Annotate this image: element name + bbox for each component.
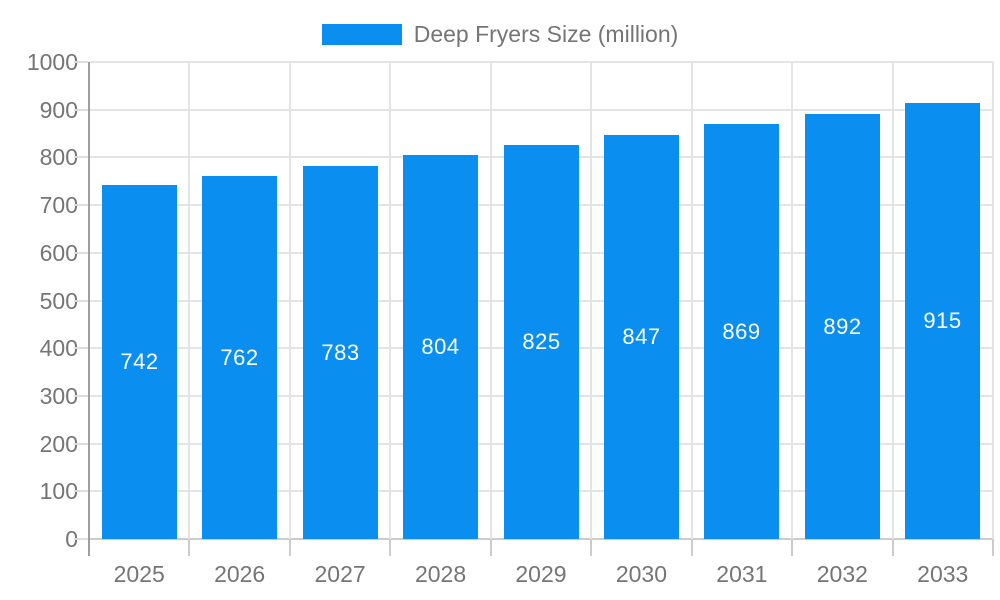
bar-2025: 742	[102, 185, 177, 539]
x-tick-label: 2032	[816, 561, 868, 587]
x-tick-mark	[389, 539, 392, 556]
bar-value-label: 742	[120, 349, 159, 374]
y-tick-mark	[74, 156, 88, 159]
bar-value-label: 825	[522, 329, 561, 354]
bar-2027: 783	[303, 166, 378, 539]
y-tick-mark	[74, 394, 88, 397]
x-axis-line	[89, 538, 993, 540]
bar-2029: 825	[504, 145, 579, 539]
x-tick-mark	[690, 539, 693, 556]
gridline-vertical	[791, 62, 794, 539]
plot-area: 742 762 783 804 825 847 869 892 915	[89, 61, 994, 539]
bar-value-label: 783	[321, 339, 360, 365]
legend-swatch	[321, 24, 402, 45]
x-tick-label: 2028	[414, 561, 467, 587]
y-tick-mark	[74, 61, 88, 63]
bar-value-label: 847	[622, 324, 661, 349]
gridline-vertical	[992, 62, 994, 539]
x-tick-label: 2030	[615, 561, 668, 587]
y-tick-label: 1000	[26, 49, 78, 75]
gridline-vertical	[288, 62, 291, 539]
y-tick-mark	[74, 538, 88, 540]
gridline-vertical	[590, 62, 593, 539]
gridline-vertical	[389, 62, 392, 539]
y-tick-label: 500	[39, 287, 78, 314]
y-axis-line	[88, 62, 90, 556]
bar-value-label: 892	[823, 313, 862, 339]
y-tick-label: 200	[39, 430, 78, 457]
y-tick-label: 400	[39, 335, 78, 362]
bar-value-label: 869	[722, 318, 761, 344]
x-tick-label: 2031	[716, 561, 768, 587]
bar-2033: 915	[905, 103, 980, 539]
y-tick-mark	[74, 490, 88, 493]
x-tick-label: 2025	[113, 561, 165, 587]
x-tick-mark	[590, 539, 593, 556]
legend[interactable]: Deep Fryers Size (million)	[0, 21, 1000, 48]
x-tick-label: 2033	[917, 561, 969, 587]
y-tick-label: 0	[65, 526, 78, 552]
gridline-vertical	[891, 62, 894, 539]
gridline-horizontal	[89, 108, 993, 111]
bar-2028: 804	[403, 155, 478, 539]
bar-value-label: 762	[220, 344, 259, 370]
bar-2030: 847	[604, 135, 679, 539]
y-tick-mark	[74, 204, 88, 207]
y-tick-label: 800	[39, 144, 78, 171]
y-tick-label: 600	[39, 239, 78, 266]
bar-value-label: 804	[421, 334, 460, 359]
gridline-vertical	[690, 62, 693, 539]
y-tick-mark	[74, 347, 88, 350]
x-tick-mark	[992, 539, 994, 556]
y-tick-label: 700	[39, 192, 78, 219]
gridline-vertical	[489, 62, 492, 539]
y-tick-mark	[74, 299, 88, 302]
y-tick-label: 300	[39, 382, 78, 409]
gridline-horizontal	[89, 61, 993, 63]
y-tick-mark	[74, 442, 88, 445]
x-tick-mark	[489, 539, 492, 556]
bar-value-label: 915	[923, 308, 962, 333]
x-tick-mark	[791, 539, 794, 556]
bar-2031: 869	[704, 124, 779, 539]
y-tick-label: 900	[39, 96, 78, 123]
legend-label: Deep Fryers Size (million)	[413, 21, 679, 47]
y-tick-mark	[74, 108, 88, 111]
bar-2032: 892	[805, 114, 880, 539]
x-tick-label: 2027	[314, 561, 366, 587]
y-tick-label: 100	[39, 478, 78, 505]
gridline-vertical	[188, 62, 191, 539]
x-tick-mark	[188, 539, 191, 556]
bar-2026: 762	[202, 176, 277, 539]
x-tick-label: 2026	[214, 561, 266, 587]
x-tick-label: 2029	[515, 561, 567, 587]
x-tick-mark	[288, 539, 291, 556]
y-tick-mark	[74, 251, 88, 254]
x-tick-mark	[891, 539, 894, 556]
